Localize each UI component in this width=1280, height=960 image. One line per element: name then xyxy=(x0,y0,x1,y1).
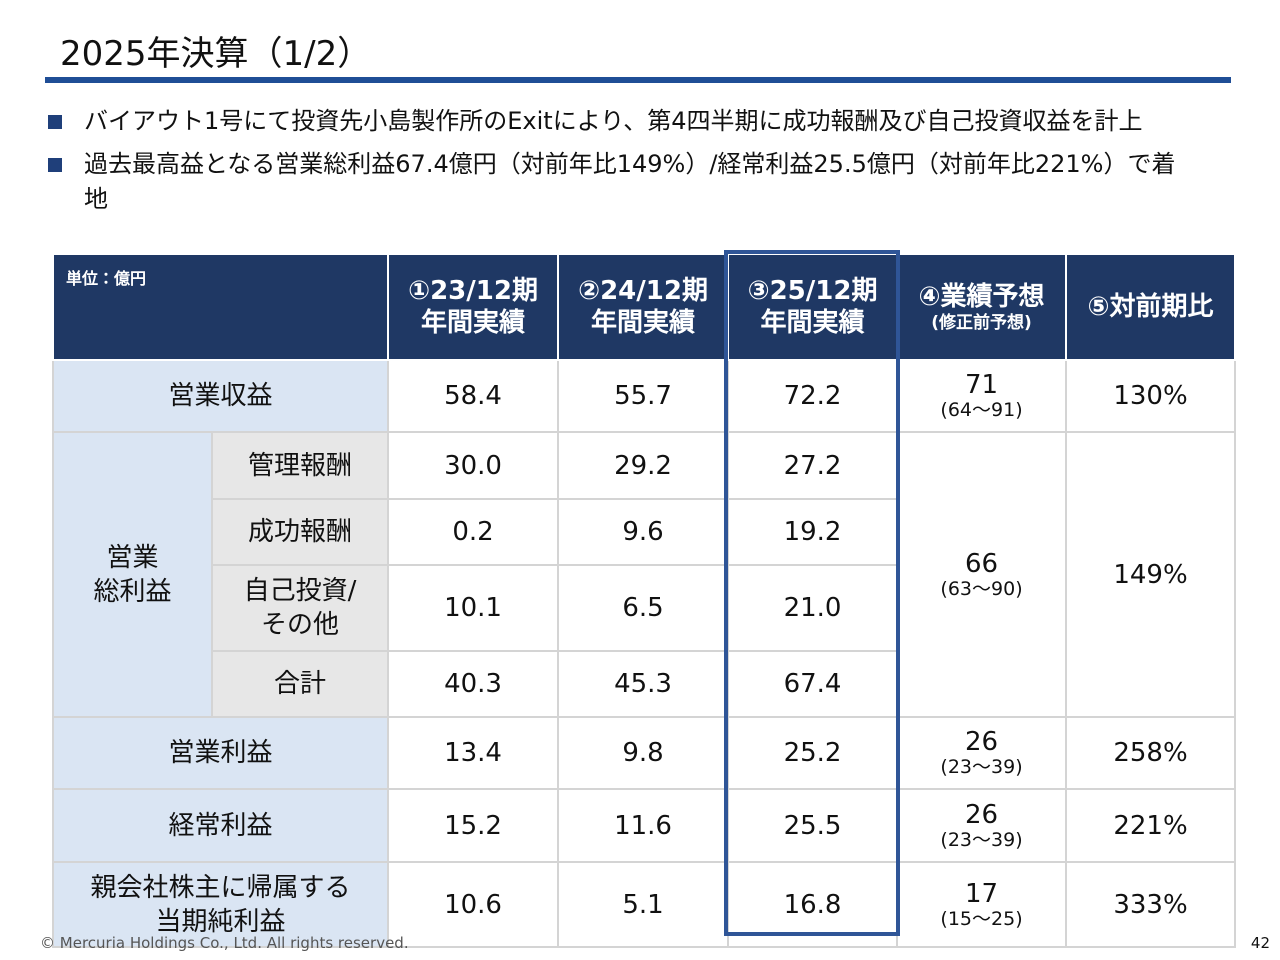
value-cell: 6.5 xyxy=(557,564,730,652)
forecast-value: 71 xyxy=(964,370,999,400)
column-header-line: ②24/12期 xyxy=(578,276,708,306)
value-cell: 13.4 xyxy=(387,716,560,790)
value-cell: 21.0 xyxy=(727,564,899,652)
column-header-line: ④業績予想 xyxy=(918,282,1045,312)
group-label-line: 営業 xyxy=(106,542,159,573)
row-label: 親会社株主に帰属する 当期純利益 xyxy=(51,861,390,948)
value-cell: 0.2 xyxy=(387,498,560,566)
forecast-value: 66 xyxy=(964,548,999,579)
column-header: ②24/12期 年間実績 xyxy=(557,253,730,361)
forecast-cell: 26 (23～39) xyxy=(896,716,1068,790)
ratio-cell: 149% xyxy=(1065,431,1237,718)
table-row: 営業収益 58.4 55.7 72.2 71 (64～91) 130% xyxy=(51,359,1237,433)
value-cell: 30.0 xyxy=(387,431,560,500)
value-cell: 27.2 xyxy=(727,431,899,500)
sub-label-line: 成功報酬 xyxy=(248,517,353,547)
group-label: 営業 総利益 xyxy=(52,431,213,718)
ratio-cell: 221% xyxy=(1065,788,1237,863)
column-header-line: ①23/12期 xyxy=(408,276,538,306)
slide-title: 2025年決算（1/2） xyxy=(60,34,372,74)
value-cell: 11.6 xyxy=(557,788,730,863)
value-cell: 5.1 xyxy=(557,861,730,948)
value-cell: 29.2 xyxy=(557,431,730,500)
value-cell: 9.6 xyxy=(557,498,730,566)
value-cell: 58.4 xyxy=(387,359,560,433)
column-header: ⑤対前期比 xyxy=(1065,253,1237,361)
sub-label: 合計 xyxy=(210,650,390,718)
sub-label: 成功報酬 xyxy=(210,498,390,566)
forecast-range: (23～39) xyxy=(940,756,1023,778)
group-label-line: 総利益 xyxy=(93,576,172,607)
header-row: 単位：億円 ①23/12期 年間実績 ②24/12期 年間実績 ③25/12期 年間実績 ④業… xyxy=(51,253,1237,361)
forecast-cell: 66 (63～90) xyxy=(896,431,1068,718)
column-header-line: 年間実績 xyxy=(591,308,696,338)
value-cell: 25.2 xyxy=(727,716,899,790)
sub-label-line: 合計 xyxy=(274,669,327,699)
row-label: 営業利益 xyxy=(51,716,390,790)
copyright: © Mercuria Holdings Co., Ltd. All rights… xyxy=(40,934,409,952)
forecast-cell: 26 (23～39) xyxy=(896,788,1068,863)
forecast-value: 26 xyxy=(964,727,999,757)
value-cell: 55.7 xyxy=(557,359,730,433)
table-row: 成功報酬 0.2 9.6 19.2 xyxy=(53,498,1235,566)
row-label: 営業収益 xyxy=(51,359,390,433)
results-table: 単位：億円 ①23/12期 年間実績 ②24/12期 年間実績 ③25/12期 年間実績 ④業… xyxy=(51,253,1237,948)
sub-label: 管理報酬 xyxy=(210,431,390,500)
row-label: 経常利益 xyxy=(51,788,390,863)
title-rule xyxy=(45,77,1231,83)
bullet-list: バイアウト1号にて投資先小島製作所のExitにより、第4四半期に成功報酬及び自己… xyxy=(46,104,1246,225)
row-label-line: 当期純利益 xyxy=(155,906,286,937)
table-row: 営業利益 13.4 9.8 25.2 26 (23～39) 258% xyxy=(51,716,1237,790)
table-row: 親会社株主に帰属する 当期純利益 10.6 5.1 16.8 17 (15～25) 333% xyxy=(51,861,1237,948)
ratio-cell: 333% xyxy=(1065,861,1237,948)
forecast-range: (63～90) xyxy=(940,577,1023,600)
column-header-line: 年間実績 xyxy=(760,308,865,338)
value-cell: 19.2 xyxy=(727,498,899,566)
column-header-line: ⑤対前期比 xyxy=(1087,292,1214,322)
forecast-value: 17 xyxy=(964,878,999,909)
bullet: 過去最高益となる営業総利益67.4億円（対前年比149%）/経常利益25.5億円… xyxy=(46,147,1199,217)
ratio-cell: 258% xyxy=(1065,716,1237,790)
row-label-line: 営業収益 xyxy=(168,381,273,411)
unit-label: 単位：億円 xyxy=(51,253,390,361)
column-header: ④業績予想 (修正前予想) xyxy=(896,253,1068,361)
forecast-value: 26 xyxy=(964,799,999,830)
sub-label-line: 管理報酬 xyxy=(248,450,353,481)
value-cell: 16.8 xyxy=(727,861,899,948)
value-cell: 9.8 xyxy=(557,716,730,790)
table-row: 自己投資/その他 10.1 6.5 21.0 xyxy=(53,564,1235,652)
column-header-line: ③25/12期 xyxy=(747,276,878,306)
column-header: ③25/12期 年間実績 xyxy=(727,253,899,361)
forecast-cell: 17 (15～25) xyxy=(896,861,1068,948)
value-cell: 10.6 xyxy=(387,861,560,948)
forecast-cell: 71 (64～91) xyxy=(896,359,1068,433)
sub-label: 自己投資/その他 xyxy=(210,564,390,652)
ratio-cell: 130% xyxy=(1065,359,1237,433)
value-cell: 67.4 xyxy=(727,650,899,718)
value-cell: 45.3 xyxy=(557,650,730,718)
value-cell: 40.3 xyxy=(387,650,560,718)
column-note: (修正前予想) xyxy=(931,313,1032,333)
row-label-line: 経常利益 xyxy=(168,810,273,841)
table-row: 経常利益 15.2 11.6 25.5 26 (23～39) 221% xyxy=(51,788,1237,863)
value-cell: 72.2 xyxy=(727,359,899,433)
page-number: 42 xyxy=(1250,934,1270,952)
sub-label-line: 自己投資/ xyxy=(243,576,357,606)
row-label-line: 親会社株主に帰属する xyxy=(90,872,351,903)
forecast-range: (15～25) xyxy=(940,907,1023,930)
value-cell: 15.2 xyxy=(387,788,560,863)
bullet: バイアウト1号にて投資先小島製作所のExitにより、第4四半期に成功報酬及び自己… xyxy=(46,104,1199,139)
forecast-range: (64～91) xyxy=(940,399,1023,421)
value-cell: 10.1 xyxy=(387,564,560,652)
row-label-line: 営業利益 xyxy=(168,738,273,768)
table-body: 営業収益 58.4 55.7 72.2 71 (64～91) 130% 営業 総利益 管理報酬 30… xyxy=(51,359,1237,948)
table-row: 合計 40.3 45.3 67.4 xyxy=(53,650,1235,718)
column-header: ①23/12期 年間実績 xyxy=(387,253,560,361)
value-cell: 25.5 xyxy=(727,788,899,863)
column-header-line: 年間実績 xyxy=(421,308,526,338)
forecast-range: (23～39) xyxy=(940,828,1023,851)
sub-label-line: その他 xyxy=(261,610,340,640)
table-row: 営業 総利益 管理報酬 30.0 29.2 27.2 66 (63～90) 149% xyxy=(52,431,1237,718)
